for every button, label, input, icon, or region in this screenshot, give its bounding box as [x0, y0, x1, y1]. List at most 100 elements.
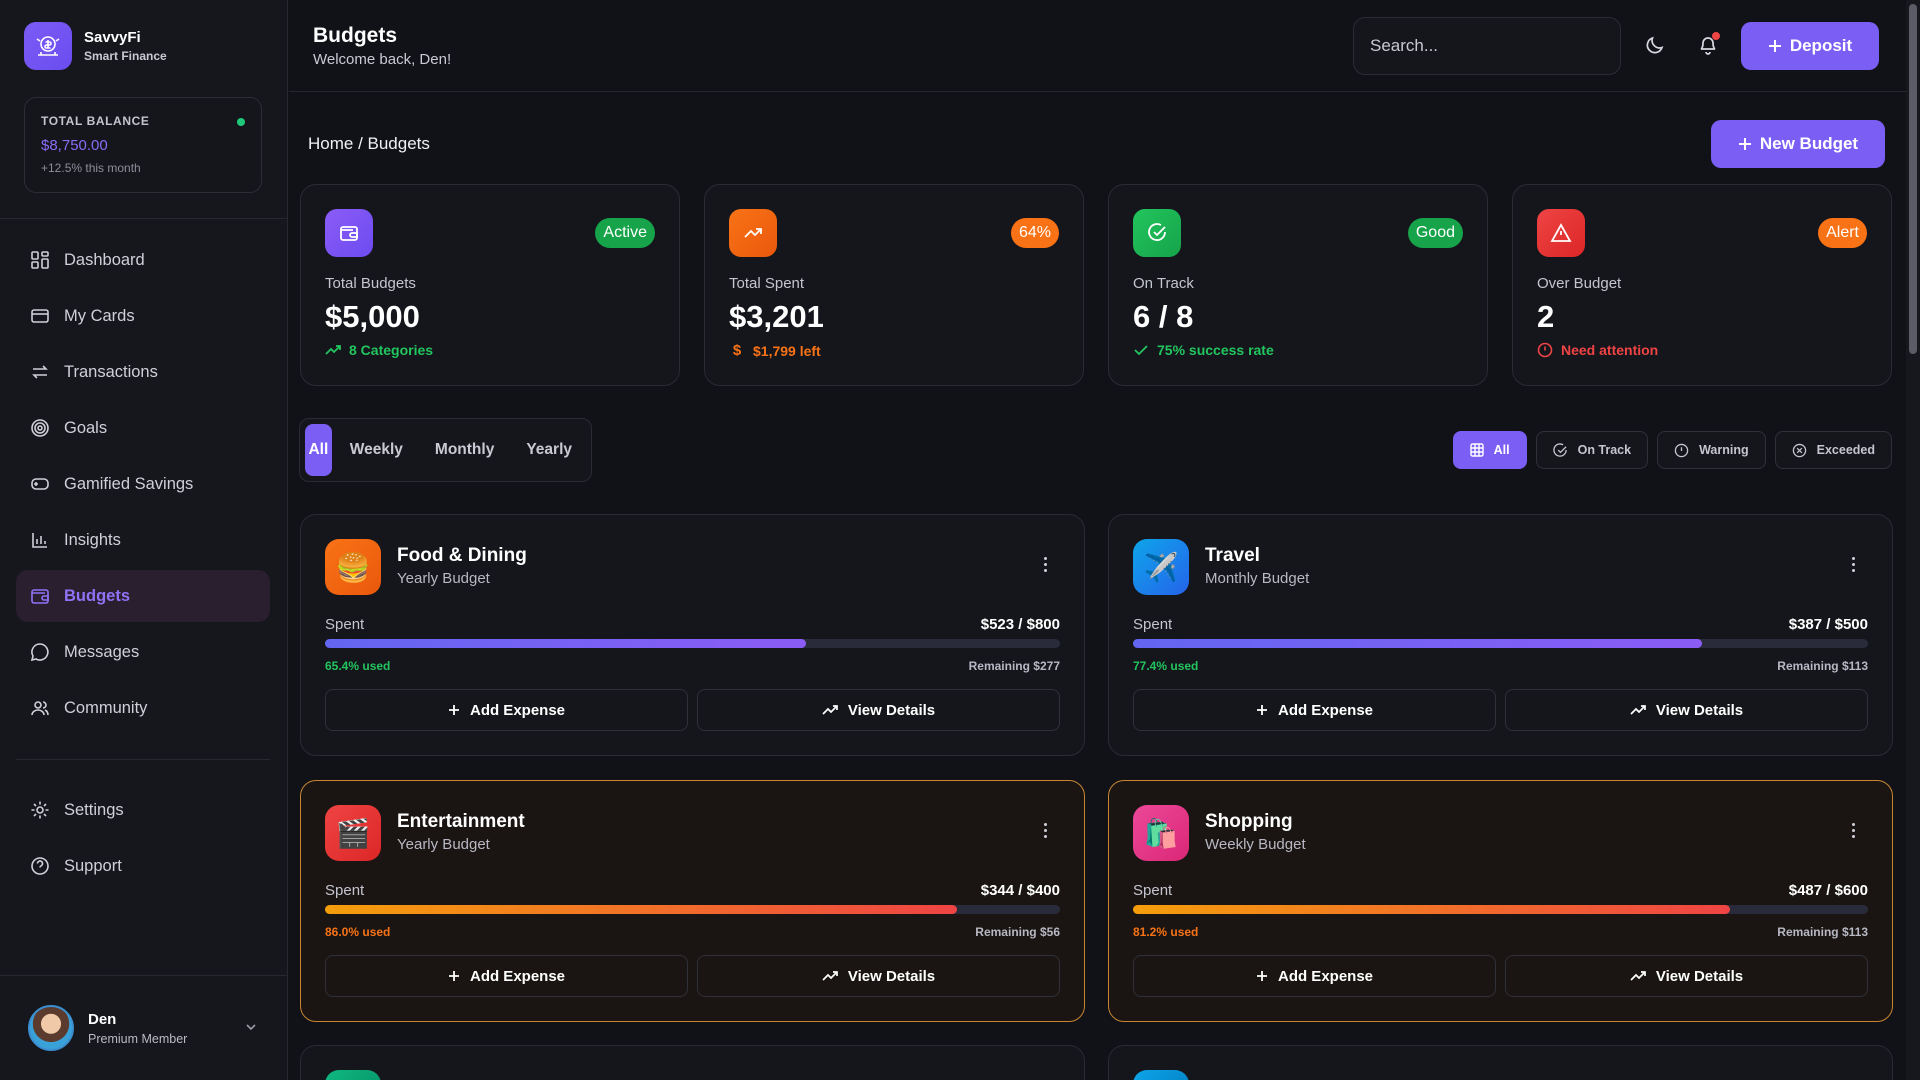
page-subtitle: Welcome back, Den! [313, 51, 452, 68]
filter-label: On Track [1577, 443, 1632, 457]
more-menu-icon[interactable] [1044, 823, 1048, 841]
view-details-label: View Details [1655, 967, 1744, 985]
check-circle-icon [1133, 209, 1181, 257]
budget-type: Monthly Budget [1205, 570, 1310, 587]
view-details-button[interactable]: View Details [1505, 689, 1868, 731]
alert-circle-icon [1537, 342, 1553, 358]
nav-item-goals[interactable]: Goals [16, 402, 270, 454]
user-profile[interactable]: Den Premium Member [0, 975, 288, 1080]
budget-card-partial [1108, 1045, 1893, 1080]
stat-note: 8 Categories [325, 342, 433, 358]
nav-item-budgets[interactable]: Budgets [16, 570, 270, 622]
add-expense-label: Add Expense [469, 967, 566, 985]
notifications-button[interactable] [1694, 31, 1722, 59]
nav-item-insights[interactable]: Insights [16, 514, 270, 566]
nav-item-community[interactable]: Community [16, 682, 270, 734]
budget-card[interactable]: 🍔 Food & Dining Yearly Budget Spent $523… [300, 514, 1085, 756]
trend-up-icon [822, 971, 838, 981]
remaining-amount: Remaining $277 [968, 659, 1060, 673]
add-expense-button[interactable]: Add Expense [325, 689, 688, 731]
add-expense-label: Add Expense [469, 701, 566, 719]
deposit-button[interactable]: Deposit [1741, 22, 1879, 70]
nav-label: Gamified Savings [64, 474, 194, 493]
theme-toggle-button[interactable] [1641, 31, 1669, 59]
swap-icon [32, 365, 48, 379]
spent-amount: $387 / $500 [1788, 616, 1868, 633]
more-menu-icon[interactable] [1852, 557, 1856, 575]
filter-on-track[interactable]: On Track [1535, 431, 1649, 469]
plus-icon [1768, 40, 1781, 52]
notification-dot [1712, 32, 1720, 40]
nav-item-dashboard[interactable]: Dashboard [16, 234, 270, 286]
remaining-amount: Remaining $56 [975, 925, 1060, 939]
category-icon: ✈️ [1133, 539, 1189, 595]
breadcrumb[interactable]: Home / Budgets [308, 134, 430, 153]
add-expense-label: Add Expense [1277, 701, 1374, 719]
category-icon [1133, 1070, 1189, 1080]
filter-exceeded[interactable]: Exceeded [1774, 431, 1892, 469]
view-details-button[interactable]: View Details [697, 955, 1060, 997]
budget-name: Shopping [1205, 811, 1293, 832]
nav-item-support[interactable]: Support [16, 840, 270, 892]
stat-value: 6 / 8 [1133, 299, 1194, 334]
tab-monthly[interactable]: Monthly [434, 441, 495, 458]
balance-change: +12.5% this month [41, 161, 141, 175]
nav-item-my-cards[interactable]: My Cards [16, 290, 270, 342]
budget-card-partial [300, 1045, 1085, 1080]
grid-icon [1469, 443, 1484, 457]
nav-item-transactions[interactable]: Transactions [16, 346, 270, 398]
spent-label: Spent [1133, 882, 1173, 899]
new-budget-button[interactable]: New Budget [1711, 120, 1885, 168]
budget-card[interactable]: 🎬 Entertainment Yearly Budget Spent $344… [300, 780, 1085, 1022]
nav-label: Insights [64, 530, 121, 549]
moon-icon [1646, 36, 1664, 54]
stat-note: Need attention [1537, 342, 1658, 358]
tab-weekly[interactable]: Weekly [349, 441, 403, 458]
scrollbar-thumb[interactable] [1909, 4, 1917, 354]
x-circle-icon [1792, 443, 1806, 457]
add-expense-button[interactable]: Add Expense [1133, 689, 1496, 731]
remaining-amount: Remaining $113 [1777, 925, 1868, 939]
more-menu-icon[interactable] [1852, 823, 1856, 841]
wallet-icon [31, 589, 49, 604]
budget-card[interactable]: ✈️ Travel Monthly Budget Spent $387 / $5… [1108, 514, 1893, 756]
chevron-down-icon[interactable] [244, 1020, 258, 1034]
gamepad-icon [31, 478, 49, 490]
tab-yearly[interactable]: Yearly [526, 441, 572, 458]
nav-label: Settings [64, 800, 124, 819]
remaining-amount: Remaining $113 [1777, 659, 1868, 673]
view-details-button[interactable]: View Details [1505, 955, 1868, 997]
filter-label: All [1493, 443, 1510, 457]
nav-label: Community [64, 698, 148, 717]
plus-icon [448, 705, 459, 715]
balance-status-dot [237, 118, 245, 126]
tab-all[interactable]: All [305, 424, 332, 476]
users-icon [31, 701, 49, 716]
view-details-button[interactable]: View Details [697, 689, 1060, 731]
more-menu-icon[interactable] [1044, 557, 1048, 575]
add-expense-button[interactable]: Add Expense [1133, 955, 1496, 997]
user-role: Premium Member [88, 1031, 188, 1046]
nav-item-messages[interactable]: Messages [16, 626, 270, 678]
balance-card: TOTAL BALANCE $8,750.00 +12.5% this mont… [24, 97, 262, 193]
filter-warning[interactable]: Warning [1657, 431, 1766, 469]
nav-item-settings[interactable]: Settings [16, 784, 270, 836]
page-title: Budgets [313, 24, 397, 47]
category-icon: 🍔 [325, 539, 381, 595]
stat-note: $ $1,799 left [729, 342, 821, 359]
stat-card-on-track: Good On Track 6 / 8 75% success rate [1108, 184, 1488, 386]
budget-type: Weekly Budget [1205, 836, 1306, 853]
progress-bar [325, 639, 1060, 648]
add-expense-button[interactable]: Add Expense [325, 955, 688, 997]
spent-amount: $523 / $800 [980, 616, 1060, 633]
stat-note-text: 8 Categories [349, 342, 434, 358]
budget-card[interactable]: 🛍️ Shopping Weekly Budget Spent $487 / $… [1108, 780, 1893, 1022]
nav-item-gamified-savings[interactable]: Gamified Savings [16, 458, 270, 510]
brand[interactable]: SavvyFi Smart Finance [24, 22, 167, 70]
plus-icon [1738, 138, 1751, 150]
filter-all[interactable]: All [1452, 431, 1527, 469]
card-icon [31, 309, 49, 323]
plus-icon [1256, 705, 1267, 715]
spent-amount: $344 / $400 [980, 882, 1060, 899]
search-input[interactable]: Search... [1353, 17, 1621, 75]
